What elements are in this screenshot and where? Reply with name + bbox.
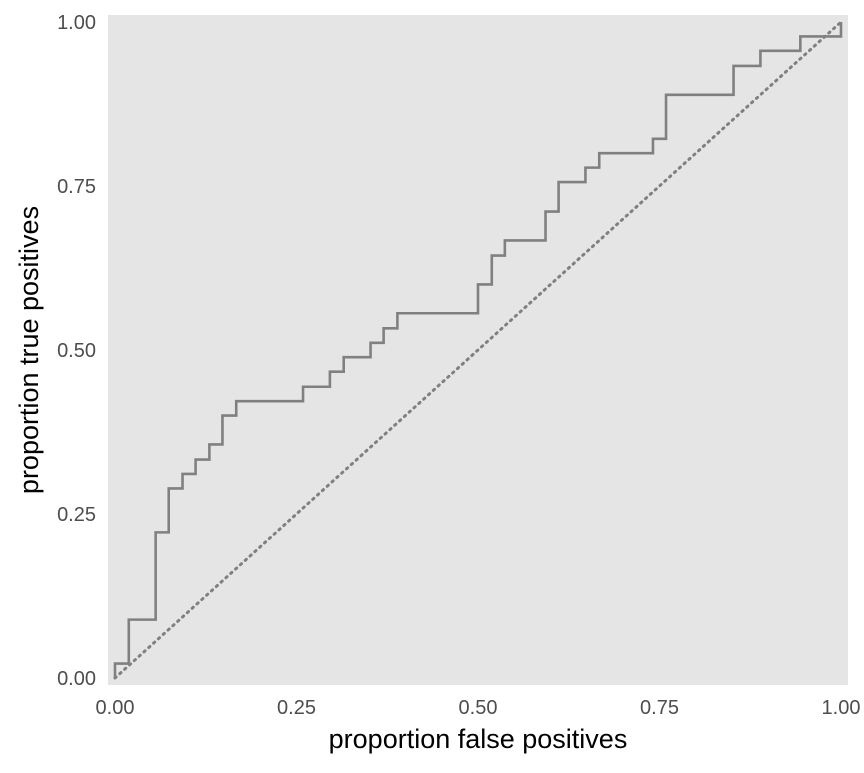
x-tick-label: 0.75: [640, 697, 679, 719]
y-tick-label: 0.50: [57, 340, 96, 362]
y-tick-label: 0.25: [57, 504, 96, 526]
x-axis-title: proportion false positives: [329, 724, 628, 754]
roc-line-layer: [113, 22, 843, 678]
reference-line-layer: [113, 20, 843, 680]
reference-diagonal: [113, 20, 843, 680]
x-tick-label: 0.50: [459, 697, 498, 719]
roc-curve: [113, 22, 843, 678]
y-tick-labels: 0.00 0.25 0.50 0.75 1.00: [57, 12, 96, 690]
y-axis-title: proportion true positives: [14, 206, 44, 494]
x-tick-labels: 0.00 0.25 0.50 0.75 1.00: [96, 697, 861, 719]
x-tick-label: 0.25: [277, 697, 316, 719]
y-tick-label: 0.00: [57, 668, 96, 690]
y-tick-label: 0.75: [57, 176, 96, 198]
y-tick-label: 1.00: [57, 12, 96, 34]
x-tick-label: 1.00: [822, 697, 861, 719]
x-tick-label: 0.00: [96, 697, 135, 719]
